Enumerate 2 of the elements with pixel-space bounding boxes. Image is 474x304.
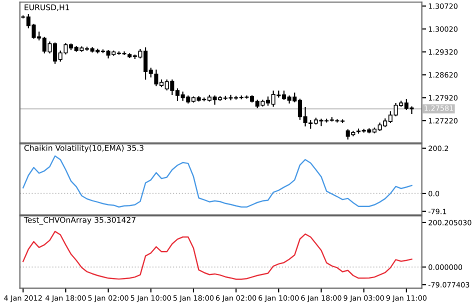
line-series bbox=[22, 230, 412, 280]
line-series bbox=[22, 155, 412, 208]
